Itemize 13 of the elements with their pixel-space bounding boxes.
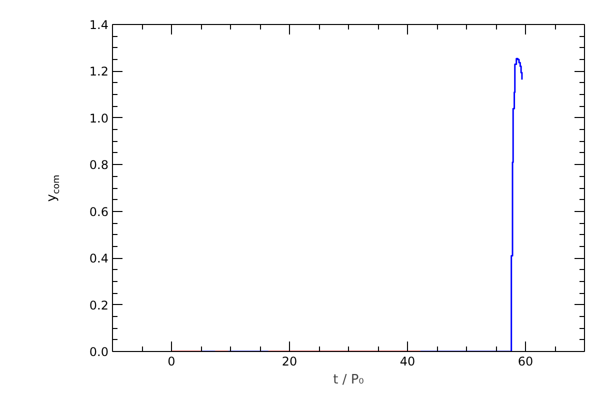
x-tick-label: 20	[282, 354, 298, 368]
x-tick-label: 40	[400, 354, 416, 368]
y-tick-label: 1.2	[89, 64, 109, 79]
y-tick-label: 0.4	[89, 252, 109, 266]
x-tick-label: 60	[518, 354, 534, 368]
y-tick-label: 0.8	[89, 158, 109, 172]
y-tick-label: 1.0	[89, 111, 109, 126]
x-tick-label: 0	[168, 354, 176, 368]
y-tick-label: 0.6	[89, 204, 109, 219]
y-tick-label: 0.0	[89, 345, 109, 359]
y-tick-label: 0.2	[89, 298, 109, 312]
y-tick-label: 1.4	[89, 18, 109, 32]
x-axis-title: t / P₀	[333, 372, 364, 388]
